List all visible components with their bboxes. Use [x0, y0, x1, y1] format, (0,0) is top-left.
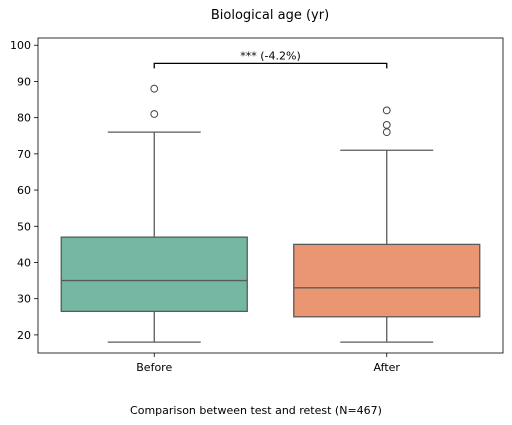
chart-caption: Comparison between test and retest (N=46…	[130, 404, 382, 417]
y-tick-label: 30	[17, 293, 31, 306]
y-tick-label: 80	[17, 112, 31, 125]
y-tick-label: 60	[17, 184, 31, 197]
outlier-point	[150, 110, 159, 118]
outlier-point	[382, 120, 391, 129]
y-tick-label: 20	[17, 329, 31, 342]
significance-label: *** (-4.2%)	[240, 49, 301, 62]
axes-frame	[37, 37, 504, 354]
x-tick-label: After	[374, 361, 401, 374]
y-tick-label: 90	[17, 75, 31, 88]
x-tick-label: Before	[136, 361, 172, 374]
y-tick-label: 70	[17, 148, 31, 161]
significance-bracket	[153, 62, 388, 69]
outlier-point	[382, 128, 391, 137]
y-tick-label: 100	[10, 39, 31, 52]
box-before	[60, 84, 248, 343]
iqr-box	[60, 236, 248, 313]
iqr-box	[293, 243, 481, 318]
box-after	[293, 106, 481, 343]
chart-title: Biological age (yr)	[211, 8, 329, 23]
outlier-point	[382, 106, 391, 115]
y-tick-label: 40	[17, 256, 31, 269]
y-tick-label: 50	[17, 220, 31, 233]
plot-area: 20 30 40 50 60 70 80 90 100 Before After *** (-4.2%…	[10, 37, 504, 374]
outlier-point	[150, 84, 159, 93]
